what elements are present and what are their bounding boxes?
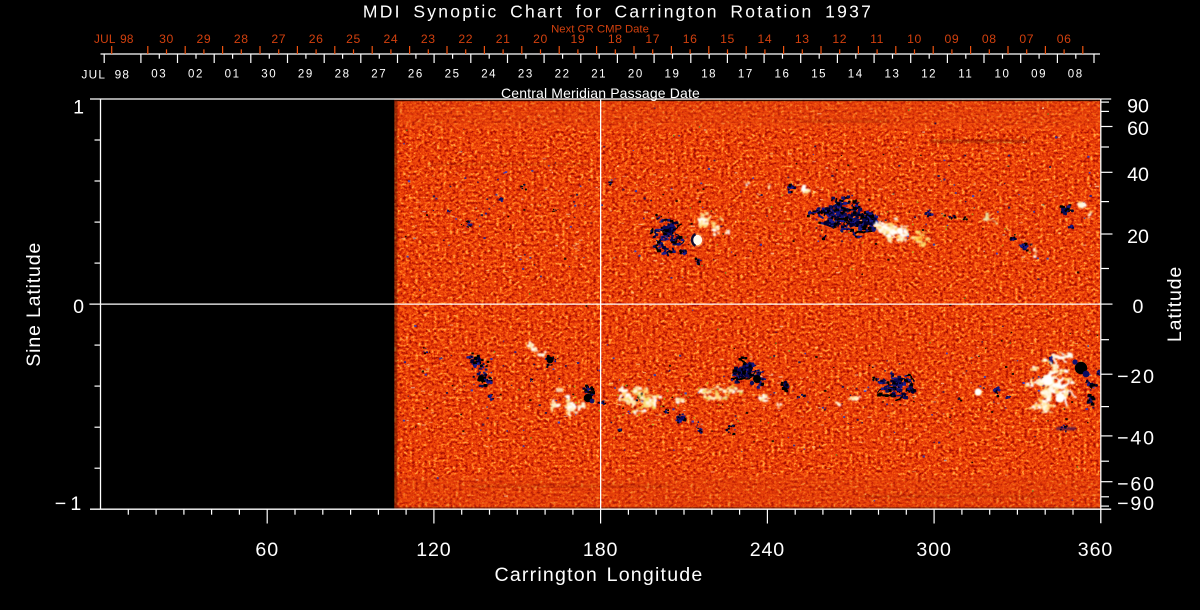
svg-text:16: 16 <box>683 32 698 46</box>
svg-text:01: 01 <box>225 68 241 80</box>
svg-text:08: 08 <box>1068 68 1084 80</box>
svg-text:−60: −60 <box>1117 473 1156 495</box>
svg-text:19: 19 <box>571 32 586 46</box>
svg-text:20: 20 <box>628 68 644 80</box>
svg-text:26: 26 <box>309 32 324 46</box>
svg-text:60: 60 <box>255 539 279 561</box>
svg-text:28: 28 <box>335 68 351 80</box>
svg-text:13: 13 <box>795 32 810 46</box>
svg-text:20: 20 <box>1127 226 1149 248</box>
svg-text:90: 90 <box>1127 96 1149 118</box>
svg-text:−20: −20 <box>1117 366 1156 388</box>
svg-text:240: 240 <box>750 539 785 561</box>
svg-text:17: 17 <box>645 32 660 46</box>
svg-text:24: 24 <box>384 32 399 46</box>
svg-text:14: 14 <box>758 32 773 46</box>
svg-text:24: 24 <box>481 68 497 80</box>
svg-text:−90: −90 <box>1117 493 1156 515</box>
svg-text:11: 11 <box>958 68 973 80</box>
svg-text:10: 10 <box>907 32 922 46</box>
svg-text:07: 07 <box>1019 32 1034 46</box>
svg-text:120: 120 <box>416 539 451 561</box>
svg-text:18: 18 <box>608 32 623 46</box>
svg-text:MDI Synoptic Chart for Carring: MDI Synoptic Chart for Carrington Rotati… <box>363 2 873 22</box>
svg-text:16: 16 <box>775 68 791 80</box>
svg-text:29: 29 <box>197 32 212 46</box>
svg-text:17: 17 <box>738 68 754 80</box>
svg-text:15: 15 <box>720 32 735 46</box>
svg-text:26: 26 <box>408 68 424 80</box>
svg-text:Carrington Longitude: Carrington Longitude <box>494 564 703 586</box>
svg-text:25: 25 <box>346 32 361 46</box>
svg-text:30: 30 <box>261 68 277 80</box>
svg-text:40: 40 <box>1127 164 1149 186</box>
svg-text:15: 15 <box>811 68 827 80</box>
svg-text:08: 08 <box>982 32 997 46</box>
svg-text:25: 25 <box>445 68 461 80</box>
svg-text:JUL 98: JUL 98 <box>82 68 131 82</box>
svg-text:29: 29 <box>298 68 314 80</box>
svg-text:0: 0 <box>1133 296 1144 318</box>
svg-text:14: 14 <box>848 68 864 80</box>
svg-text:Central Meridian Passage Date: Central Meridian Passage Date <box>501 85 700 101</box>
svg-text:180: 180 <box>583 539 618 561</box>
svg-text:30: 30 <box>159 32 174 46</box>
svg-text:22: 22 <box>555 68 571 80</box>
svg-text:09: 09 <box>945 32 960 46</box>
svg-text:−1: −1 <box>55 493 86 515</box>
svg-text:Latitude: Latitude <box>1164 266 1186 342</box>
svg-text:0: 0 <box>73 296 84 318</box>
svg-text:28: 28 <box>234 32 249 46</box>
svg-text:09: 09 <box>1031 68 1047 80</box>
svg-text:10: 10 <box>995 68 1011 80</box>
svg-text:300: 300 <box>916 539 951 561</box>
svg-text:−40: −40 <box>1117 428 1156 450</box>
svg-text:03: 03 <box>151 68 167 80</box>
svg-text:Next CR CMP Date: Next CR CMP Date <box>551 24 649 36</box>
svg-text:06: 06 <box>1057 32 1072 46</box>
svg-text:02: 02 <box>188 68 204 80</box>
svg-text:18: 18 <box>701 68 717 80</box>
svg-text:21: 21 <box>591 68 607 80</box>
svg-text:22: 22 <box>458 32 473 46</box>
svg-text:23: 23 <box>518 68 534 80</box>
svg-text:360: 360 <box>1078 539 1113 561</box>
svg-text:60: 60 <box>1127 118 1149 140</box>
svg-text:11: 11 <box>870 32 884 46</box>
svg-text:20: 20 <box>533 32 548 46</box>
svg-text:12: 12 <box>921 68 937 80</box>
svg-text:27: 27 <box>271 32 286 46</box>
svg-text:23: 23 <box>421 32 436 46</box>
svg-text:21: 21 <box>496 32 511 46</box>
svg-text:27: 27 <box>371 68 387 80</box>
svg-text:JUL 98: JUL 98 <box>94 32 134 46</box>
svg-text:Sine Latitude: Sine Latitude <box>23 242 45 367</box>
svg-text:19: 19 <box>665 68 681 80</box>
svg-text:13: 13 <box>885 68 901 80</box>
svg-text:12: 12 <box>832 32 847 46</box>
svg-text:1: 1 <box>73 97 84 119</box>
